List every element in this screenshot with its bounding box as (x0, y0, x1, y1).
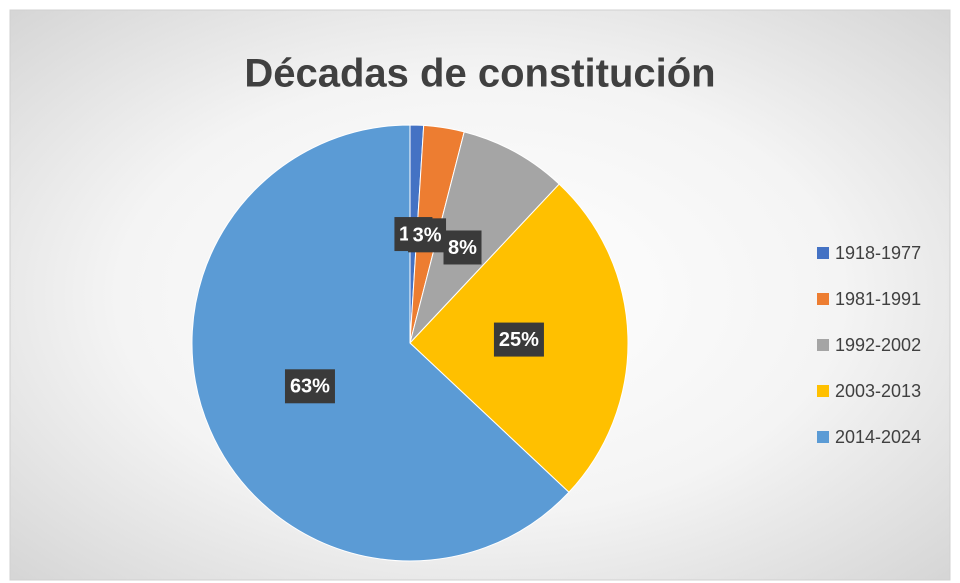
legend-swatch (817, 293, 829, 305)
legend-swatch (817, 247, 829, 259)
legend-swatch (817, 339, 829, 351)
data-label: 63% (290, 376, 330, 398)
legend-label: 2014-2024 (835, 427, 921, 447)
data-label: 8% (448, 237, 477, 259)
pie-slice (191, 124, 570, 562)
legend-label: 1992-2002 (835, 335, 921, 355)
legend-label: 2003-2013 (835, 381, 921, 401)
legend-label: 1981-1991 (835, 289, 921, 309)
data-label-box (284, 369, 335, 404)
data-label: 3% (413, 225, 442, 247)
chart-title: Décadas de constitución (244, 52, 715, 96)
data-label: 25% (499, 329, 539, 351)
data-label-box (443, 230, 482, 265)
pie-slice (409, 131, 560, 344)
data-label-box (493, 322, 544, 357)
legend-swatch (817, 431, 829, 443)
data-label-box (408, 218, 447, 253)
legend-swatch (817, 385, 829, 397)
legend-label: 1918-1977 (835, 243, 921, 263)
